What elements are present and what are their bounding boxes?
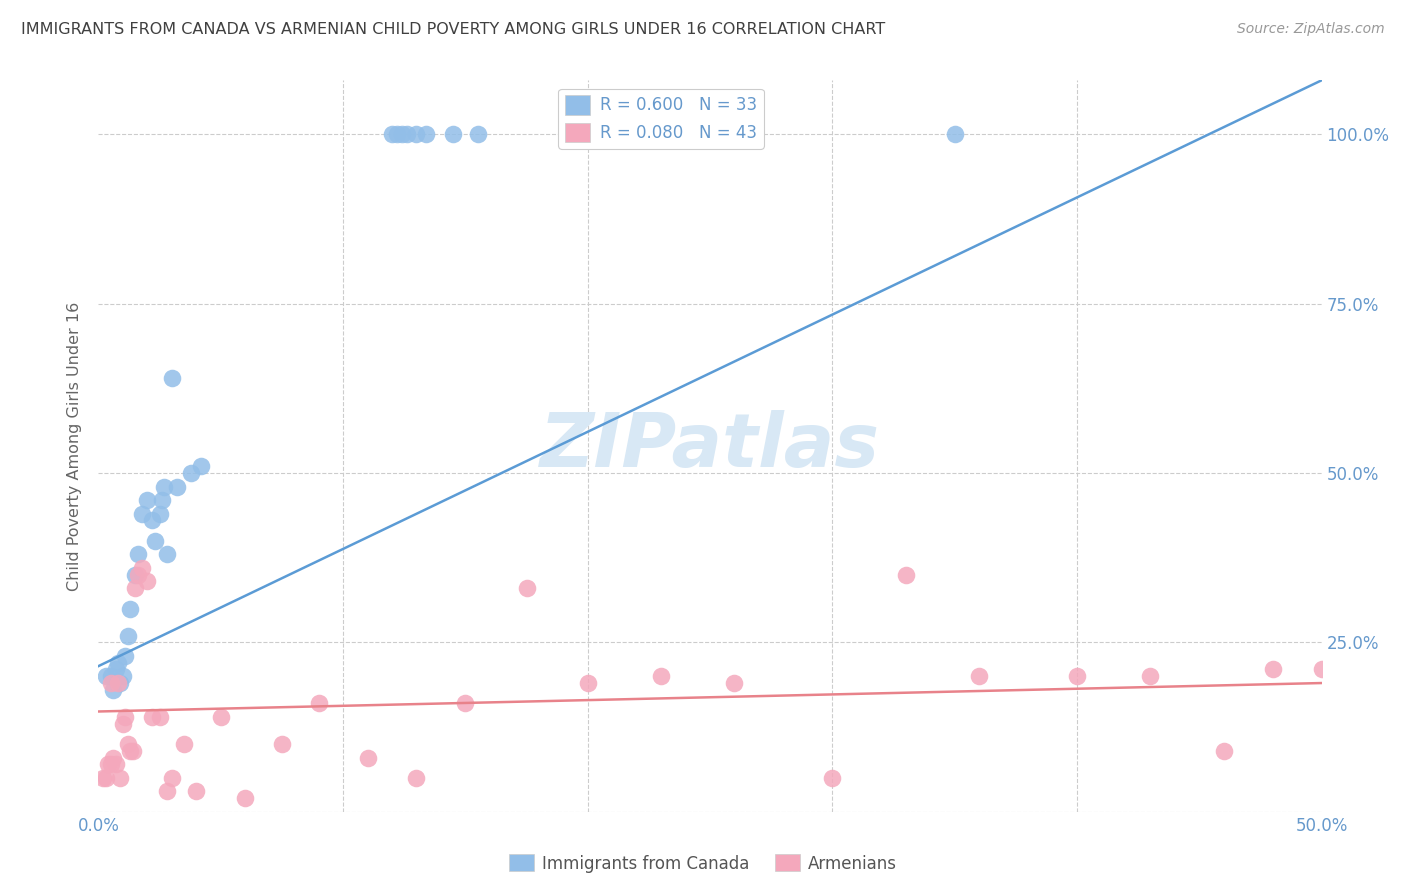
Point [141,514,163,528]
Point [114,710,136,724]
Point [100,757,122,772]
Point [143,533,166,548]
Point [180,466,202,480]
Point [515,581,537,595]
Point [186,784,208,798]
Text: IMMIGRANTS FROM CANADA VS ARMENIAN CHILD POVERTY AMONG GIRLS UNDER 16 CORRELATIO: IMMIGRANTS FROM CANADA VS ARMENIAN CHILD… [21,22,886,37]
Point [160,371,183,385]
Point [270,737,294,751]
Point [141,710,163,724]
Point [1066,669,1088,683]
Point [136,493,159,508]
Legend: Immigrants from Canada, Armenians: Immigrants from Canada, Armenians [502,847,904,880]
Point [107,676,129,690]
Point [107,656,129,670]
Point [124,581,146,595]
Point [1261,663,1284,677]
Point [121,744,143,758]
Legend: R = 0.600   N = 33, R = 0.080   N = 43: R = 0.600 N = 33, R = 0.080 N = 43 [558,88,763,149]
Point [454,697,477,711]
Point [117,629,139,643]
Point [101,750,124,764]
Y-axis label: Child Poverty Among Girls Under 16: Child Poverty Among Girls Under 16 [67,301,83,591]
Point [233,791,256,805]
Point [97,757,120,772]
Point [149,710,172,724]
Point [166,480,188,494]
Point [576,676,599,690]
Point [894,567,917,582]
Point [405,128,427,142]
Point [209,710,232,724]
Point [153,480,176,494]
Point [150,493,173,508]
Point [405,771,427,785]
Point [120,744,142,758]
Text: ZIPatlas: ZIPatlas [540,409,880,483]
Point [650,669,672,683]
Point [110,676,132,690]
Point [104,663,127,677]
Point [156,547,179,561]
Point [124,567,146,582]
Point [1139,669,1161,683]
Point [91,771,114,785]
Point [127,567,149,582]
Point [131,561,153,575]
Point [467,128,489,142]
Point [160,771,183,785]
Point [415,128,437,142]
Point [131,507,153,521]
Point [104,757,127,772]
Point [94,669,117,683]
Point [381,128,404,142]
Point [111,716,134,731]
Point [190,459,212,474]
Point [110,771,132,785]
Point [94,771,117,785]
Point [114,648,136,663]
Point [395,128,418,142]
Point [943,128,966,142]
Point [100,676,122,690]
Point [127,547,149,561]
Point [156,784,179,798]
Point [308,697,330,711]
Point [100,669,122,683]
Point [117,737,139,751]
Point [356,750,378,764]
Point [391,128,413,142]
Point [149,507,172,521]
Point [1212,744,1234,758]
Point [136,574,159,589]
Point [120,601,142,615]
Point [723,676,745,690]
Text: Source: ZipAtlas.com: Source: ZipAtlas.com [1237,22,1385,37]
Point [967,669,990,683]
Point [821,771,844,785]
Point [111,669,134,683]
Point [173,737,195,751]
Point [441,128,464,142]
Point [385,128,408,142]
Point [1310,663,1333,677]
Point [101,682,124,697]
